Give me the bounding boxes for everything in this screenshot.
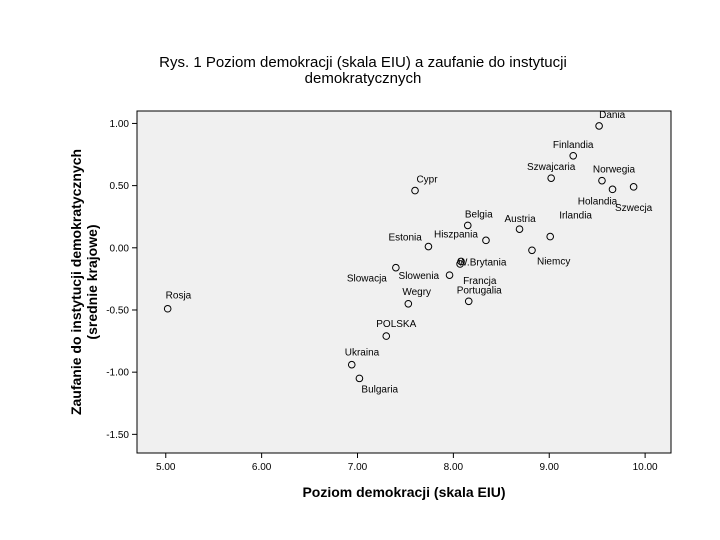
- data-point-label: Szwajcaria: [527, 162, 576, 173]
- data-point: [629, 183, 638, 191]
- y-tick-label: 1.00: [110, 119, 130, 130]
- data-point: [463, 221, 472, 230]
- data-point: [445, 271, 454, 279]
- y-axis-label-line-2: (srednie krajowe): [84, 224, 100, 339]
- x-tick-label: 10.00: [633, 462, 658, 473]
- data-point: [404, 299, 413, 308]
- x-tick-label: 9.00: [540, 462, 560, 473]
- data-point: [163, 304, 172, 313]
- data-point: [598, 176, 606, 185]
- data-point-label: W.Brytania: [458, 257, 507, 268]
- y-axis-label-line-1: Zaufanie do instytucji demokratycznych: [68, 149, 84, 415]
- data-point-label: Slowenia: [399, 271, 440, 282]
- y-tick-label: -1.50: [106, 430, 129, 441]
- data-point: [464, 297, 473, 306]
- data-point: [515, 225, 524, 233]
- data-point-label: Austria: [505, 214, 537, 225]
- data-point-label: Dania: [599, 110, 626, 121]
- data-point-label: Irlandia: [559, 211, 592, 222]
- x-tick-label: 5.00: [156, 462, 176, 473]
- data-point-label: Belgia: [465, 209, 493, 220]
- data-point-label: Francja: [463, 276, 497, 287]
- x-tick-label: 8.00: [444, 462, 464, 473]
- data-point-label: Finlandia: [553, 140, 594, 151]
- data-point-label: Wegry: [402, 287, 431, 298]
- data-point-label: Bulgaria: [361, 384, 398, 395]
- data-point-label: Szwecja: [615, 203, 653, 214]
- data-point: [482, 236, 490, 245]
- x-tick-label: 7.00: [348, 462, 368, 473]
- data-point: [392, 263, 400, 272]
- data-point-label: Estonia: [388, 233, 422, 244]
- data-point-label: Niemcy: [537, 256, 570, 267]
- data-point: [424, 242, 433, 251]
- data-point: [595, 122, 603, 130]
- data-point: [355, 374, 364, 383]
- data-point-label: Cypr: [416, 175, 438, 186]
- chart-title-line-1: Rys. 1 Poziom demokracji (skala EIU) a z…: [159, 54, 567, 71]
- data-points: Dania Finlandia Szwajcaria Norwegia Holandia…: [163, 110, 653, 395]
- data-point-label: Holandia: [578, 196, 618, 207]
- x-tick-label: 6.00: [252, 462, 272, 473]
- data-point: [411, 186, 419, 195]
- y-tick-label: 0.50: [110, 181, 130, 192]
- data-point-label: Slowacja: [347, 274, 387, 285]
- data-point-label: Rosja: [166, 291, 192, 302]
- data-point: [608, 185, 617, 194]
- data-point-label: POLSKA: [376, 319, 416, 330]
- plot-area: [136, 110, 672, 454]
- x-axis: 5.00 6.00 7.00 8.00 9.00 10.00: [156, 453, 658, 473]
- y-tick-label: -0.50: [106, 305, 129, 316]
- data-point-label: Norwegia: [593, 165, 636, 176]
- data-point: [528, 246, 536, 255]
- data-point: [456, 260, 464, 268]
- data-point: [546, 232, 555, 241]
- y-tick-label: 0.00: [110, 243, 130, 254]
- data-point-label: Ukraina: [345, 348, 380, 359]
- data-point: [547, 174, 555, 182]
- data-point-label: Portugalia: [457, 285, 502, 296]
- y-tick-label: -1.00: [106, 368, 129, 379]
- data-point-label: Hiszpania: [434, 229, 478, 240]
- data-point: [347, 360, 356, 369]
- x-axis-label: Poziom demokracji (skala EIU): [302, 484, 505, 500]
- data-point: [382, 332, 391, 340]
- data-point: [569, 151, 578, 160]
- chart-title-line-2: demokratycznych: [305, 70, 422, 87]
- y-axis: 1.00 0.50 0.00 -0.50 -1.00 -1.50: [106, 119, 137, 441]
